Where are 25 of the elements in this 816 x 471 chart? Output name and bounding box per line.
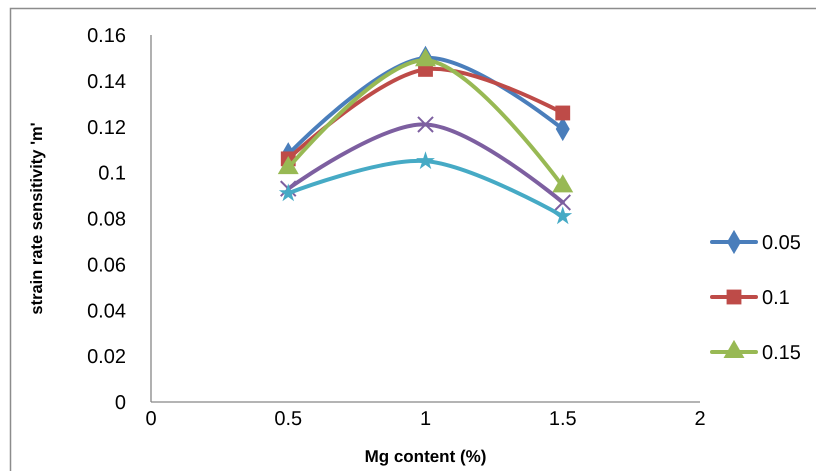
x-axis-title: Mg content (%) [364, 447, 486, 466]
point [555, 106, 570, 120]
y-tick-label: 0.16 [87, 25, 126, 47]
x-tick-label: 0 [145, 408, 157, 430]
y-tick-label: 0.14 [87, 70, 126, 93]
legend-label: 0.15 [762, 342, 801, 364]
y-axis-title: strain rate sensitivity 'm' [28, 122, 46, 315]
point [416, 151, 435, 170]
y-tick-label: 0.12 [87, 116, 126, 139]
legend-label: 0.1 [762, 287, 790, 309]
x-tick-label: 2 [694, 408, 706, 430]
x-tick-label: 0.5 [274, 408, 302, 430]
point [416, 116, 434, 133]
x-tick-label: 1.5 [548, 408, 577, 430]
y-tick-label: 0.02 [87, 346, 126, 368]
y-tick-label: 0 [114, 392, 126, 414]
point [554, 194, 572, 211]
y-tick-label: 0.1 [98, 162, 126, 185]
legend-label: 0.05 [762, 232, 801, 254]
point [280, 180, 297, 198]
x-tick-label: 1 [420, 408, 432, 430]
y-tick-label: 0.06 [87, 254, 126, 276]
point [553, 206, 572, 224]
y-tick-label: 0.08 [87, 208, 126, 230]
y-tick-label: 0.04 [87, 300, 126, 322]
